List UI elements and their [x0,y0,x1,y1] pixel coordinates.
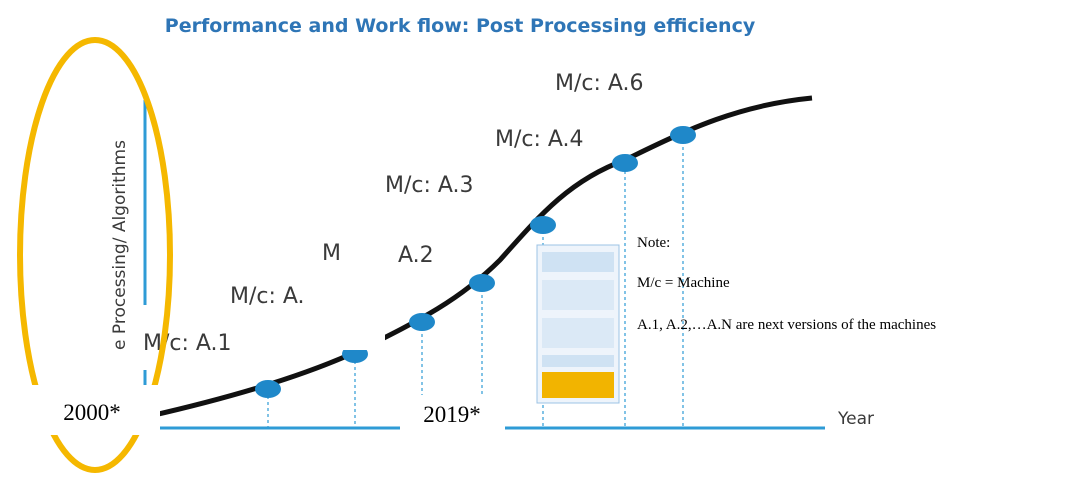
machine-label: M [322,241,341,266]
year-box-label: 2019* [423,402,481,427]
highlight-ellipse [17,37,173,473]
occluder [300,225,385,350]
milestones [255,126,696,398]
document-thumbnail [536,244,620,404]
year-box [400,395,505,440]
note-heading: Note: [637,235,670,251]
machine-label: M/c: A.4 [495,127,584,152]
note-line: M/c = Machine [637,275,730,291]
x-axis-label: Year [837,409,874,429]
occluder [230,300,300,360]
machine-label: M/c: A.3 [385,173,474,198]
note-line: A.1, A.2,…A.N are next versions of the m… [637,317,936,333]
machine-label: M/c: A. [230,284,305,309]
year-box-label: 2000* [63,400,121,425]
machine-label: M/c: A.1 [143,331,232,356]
machine-label: M/c: A.6 [555,71,644,96]
y-axis-label: e Processing/ Algorithms [110,140,130,350]
year-box [25,385,160,435]
title: Performance and Work flow: Post Processi… [165,15,756,37]
machine-label: A.2 [398,243,434,268]
